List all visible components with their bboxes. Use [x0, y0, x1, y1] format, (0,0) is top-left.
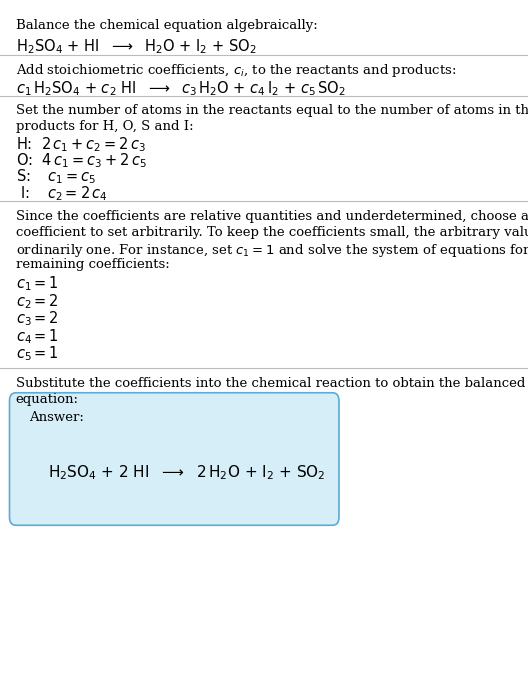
Text: coefficient to set arbitrarily. To keep the coefficients small, the arbitrary va: coefficient to set arbitrarily. To keep …	[16, 226, 528, 239]
Text: I:  $\;\;c_2 = 2\,c_4$: I: $\;\;c_2 = 2\,c_4$	[16, 184, 108, 203]
Text: Since the coefficients are relative quantities and underdetermined, choose a: Since the coefficients are relative quan…	[16, 210, 528, 222]
FancyBboxPatch shape	[10, 393, 339, 525]
Text: $c_1\,\mathrm{H_2SO_4}$ + $c_2$ HI  $\longrightarrow$  $c_3\,\mathrm{H_2O}$ + $c: $c_1\,\mathrm{H_2SO_4}$ + $c_2$ HI $\lon…	[16, 80, 346, 99]
Text: Add stoichiometric coefficients, $c_i$, to the reactants and products:: Add stoichiometric coefficients, $c_i$, …	[16, 62, 456, 79]
Text: H:  $2\,c_1 + c_2 = 2\,c_3$: H: $2\,c_1 + c_2 = 2\,c_3$	[16, 135, 146, 154]
Text: $c_5 = 1$: $c_5 = 1$	[16, 345, 59, 364]
Text: S:  $\;\;c_1 = c_5$: S: $\;\;c_1 = c_5$	[16, 168, 96, 187]
Text: $\mathrm{H_2SO_4}$ + 2 HI  $\longrightarrow$  $2\,\mathrm{H_2O}$ + $\mathrm{I_2}: $\mathrm{H_2SO_4}$ + 2 HI $\longrightarr…	[48, 464, 325, 482]
Text: products for H, O, S and I:: products for H, O, S and I:	[16, 120, 193, 133]
Text: $\mathrm{H_2SO_4}$ + HI  $\longrightarrow$  $\mathrm{H_2O}$ + $\mathrm{I_2}$ + $: $\mathrm{H_2SO_4}$ + HI $\longrightarrow…	[16, 37, 257, 56]
Text: ordinarily one. For instance, set $c_1 = 1$ and solve the system of equations fo: ordinarily one. For instance, set $c_1 =…	[16, 242, 528, 259]
Text: Answer:: Answer:	[29, 411, 84, 424]
Text: $c_3 = 2$: $c_3 = 2$	[16, 310, 59, 329]
Text: $c_4 = 1$: $c_4 = 1$	[16, 327, 59, 346]
Text: equation:: equation:	[16, 393, 79, 406]
Text: remaining coefficients:: remaining coefficients:	[16, 258, 169, 271]
Text: $c_1 = 1$: $c_1 = 1$	[16, 274, 59, 293]
Text: O:  $4\,c_1 = c_3 + 2\,c_5$: O: $4\,c_1 = c_3 + 2\,c_5$	[16, 151, 146, 170]
Text: Substitute the coefficients into the chemical reaction to obtain the balanced: Substitute the coefficients into the che…	[16, 377, 525, 389]
Text: $c_2 = 2$: $c_2 = 2$	[16, 292, 59, 311]
Text: Set the number of atoms in the reactants equal to the number of atoms in the: Set the number of atoms in the reactants…	[16, 104, 528, 117]
Text: Balance the chemical equation algebraically:: Balance the chemical equation algebraica…	[16, 19, 317, 32]
